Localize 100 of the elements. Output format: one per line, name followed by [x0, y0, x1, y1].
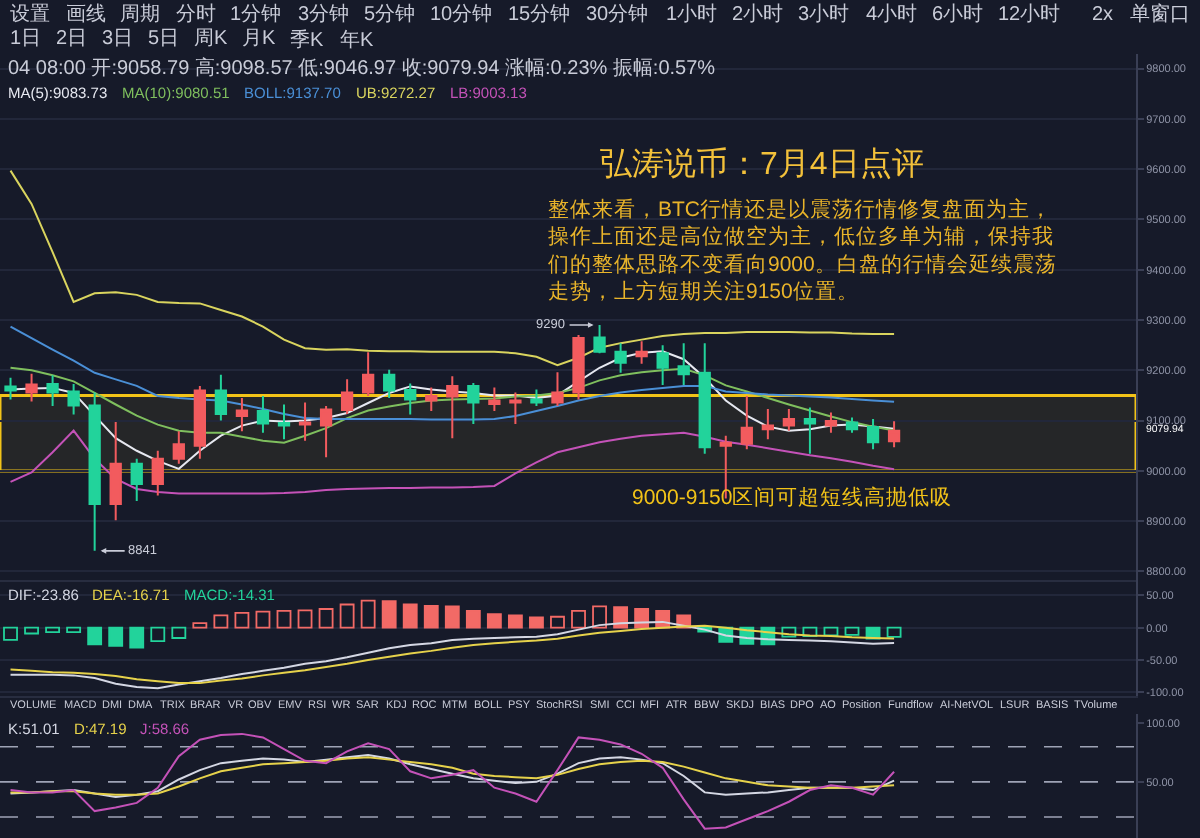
text: 单窗口 — [1130, 2, 1190, 26]
bar — [150, 626, 166, 643]
candlestick — [740, 394, 753, 451]
candlestick — [761, 408, 774, 441]
bar — [844, 626, 860, 636]
candlestick — [446, 375, 459, 440]
bar — [255, 610, 271, 629]
text: 分时 — [176, 2, 216, 26]
candlestick — [425, 386, 438, 413]
text: 4小时 — [866, 2, 918, 26]
bar — [192, 622, 208, 629]
candlestick — [340, 378, 354, 416]
candlestick — [467, 381, 480, 426]
band-label: 9000-9150区间可超短线高抛低吸 — [632, 484, 953, 510]
text: 2日 — [56, 28, 88, 50]
bar — [571, 610, 586, 629]
line-series — [9, 366, 896, 444]
line-series — [9, 732, 896, 830]
candlestick — [488, 386, 501, 413]
candlestick — [383, 368, 396, 399]
text: 2小时 — [732, 2, 784, 26]
text: 3分钟 — [298, 2, 350, 26]
candlestick — [235, 396, 249, 433]
candlestick — [677, 342, 690, 386]
bar — [66, 626, 82, 634]
candlestick — [46, 374, 59, 407]
candlestick — [172, 430, 185, 465]
bar — [486, 613, 502, 629]
text: 5日 — [148, 28, 180, 50]
bar — [276, 610, 292, 629]
bar — [613, 606, 629, 629]
bar — [444, 605, 460, 629]
bar — [129, 626, 145, 649]
bar — [213, 614, 229, 629]
bar — [297, 609, 313, 629]
text: 5分钟 — [364, 2, 416, 26]
candlestick — [572, 334, 585, 401]
bar — [507, 614, 523, 629]
candlestick — [362, 351, 375, 397]
text: 30分钟 — [586, 2, 649, 26]
bar — [592, 605, 607, 629]
line-series — [9, 325, 896, 421]
candlestick — [887, 420, 901, 449]
text: 10分钟 — [430, 2, 493, 26]
candlestick — [635, 340, 648, 365]
bar — [87, 626, 103, 646]
bar — [402, 603, 418, 629]
candlestick — [845, 416, 859, 434]
text: 1分钟 — [230, 2, 282, 26]
candlestick — [698, 342, 711, 455]
bar — [24, 626, 39, 635]
candlestick — [130, 457, 143, 503]
text: 年K — [340, 28, 374, 52]
text: 2x — [1092, 4, 1114, 26]
candlestick — [824, 411, 838, 434]
candlestick — [319, 405, 333, 459]
bar — [381, 600, 397, 629]
annotation: 04 08:00 开:9058.79 高:9098.57 低:9046.97 收:9079.94 涨幅:0.23% 振幅:0.57% — [8, 56, 716, 80]
bar — [108, 626, 124, 647]
bar — [886, 626, 902, 638]
text: 周期 — [120, 2, 160, 26]
candlestick — [866, 418, 880, 451]
candlestick — [214, 373, 228, 422]
candlestick — [4, 376, 17, 401]
candlestick — [803, 406, 817, 455]
text: 月K — [242, 28, 276, 50]
bar — [465, 610, 481, 629]
candlestick — [25, 372, 38, 403]
bar — [550, 615, 565, 629]
candlestick — [298, 401, 312, 442]
text: 季K — [290, 28, 324, 52]
candlestick — [277, 403, 291, 441]
bar — [339, 603, 355, 629]
bar — [45, 626, 61, 634]
text: 弘涛说币：7月4日点评 — [600, 146, 924, 182]
candlestick — [782, 408, 796, 432]
candlestick — [509, 391, 522, 426]
candlestick — [109, 421, 122, 522]
bar — [171, 626, 187, 639]
text: 整体来看，BTC行情还是以震荡行情修复盘面为主，操作上面还是高位做空为主，低位多单为辅，保持我们的整体思路不变看向9000。白盘的行情会延续震荡走势，上方短期关注9150位置。 — [548, 196, 1057, 304]
candlestick — [656, 344, 669, 386]
bar — [234, 611, 250, 629]
candlestick — [256, 394, 270, 434]
candlestick — [67, 382, 80, 416]
candlestick — [530, 388, 543, 407]
candlestick — [551, 371, 564, 407]
text: 3小时 — [798, 2, 850, 26]
candlestick — [193, 384, 206, 460]
text: 1日 — [10, 28, 42, 50]
text: 画线 — [66, 2, 106, 26]
bar — [529, 616, 544, 629]
candlestick — [614, 342, 627, 374]
candlestick — [151, 449, 164, 497]
bar — [423, 604, 439, 629]
candlestick — [404, 382, 417, 416]
bar — [360, 599, 376, 629]
text: 1小时 — [666, 2, 718, 26]
text: 6小时 — [932, 2, 984, 26]
text: 3日 — [102, 28, 134, 50]
text: 周K — [194, 28, 228, 50]
